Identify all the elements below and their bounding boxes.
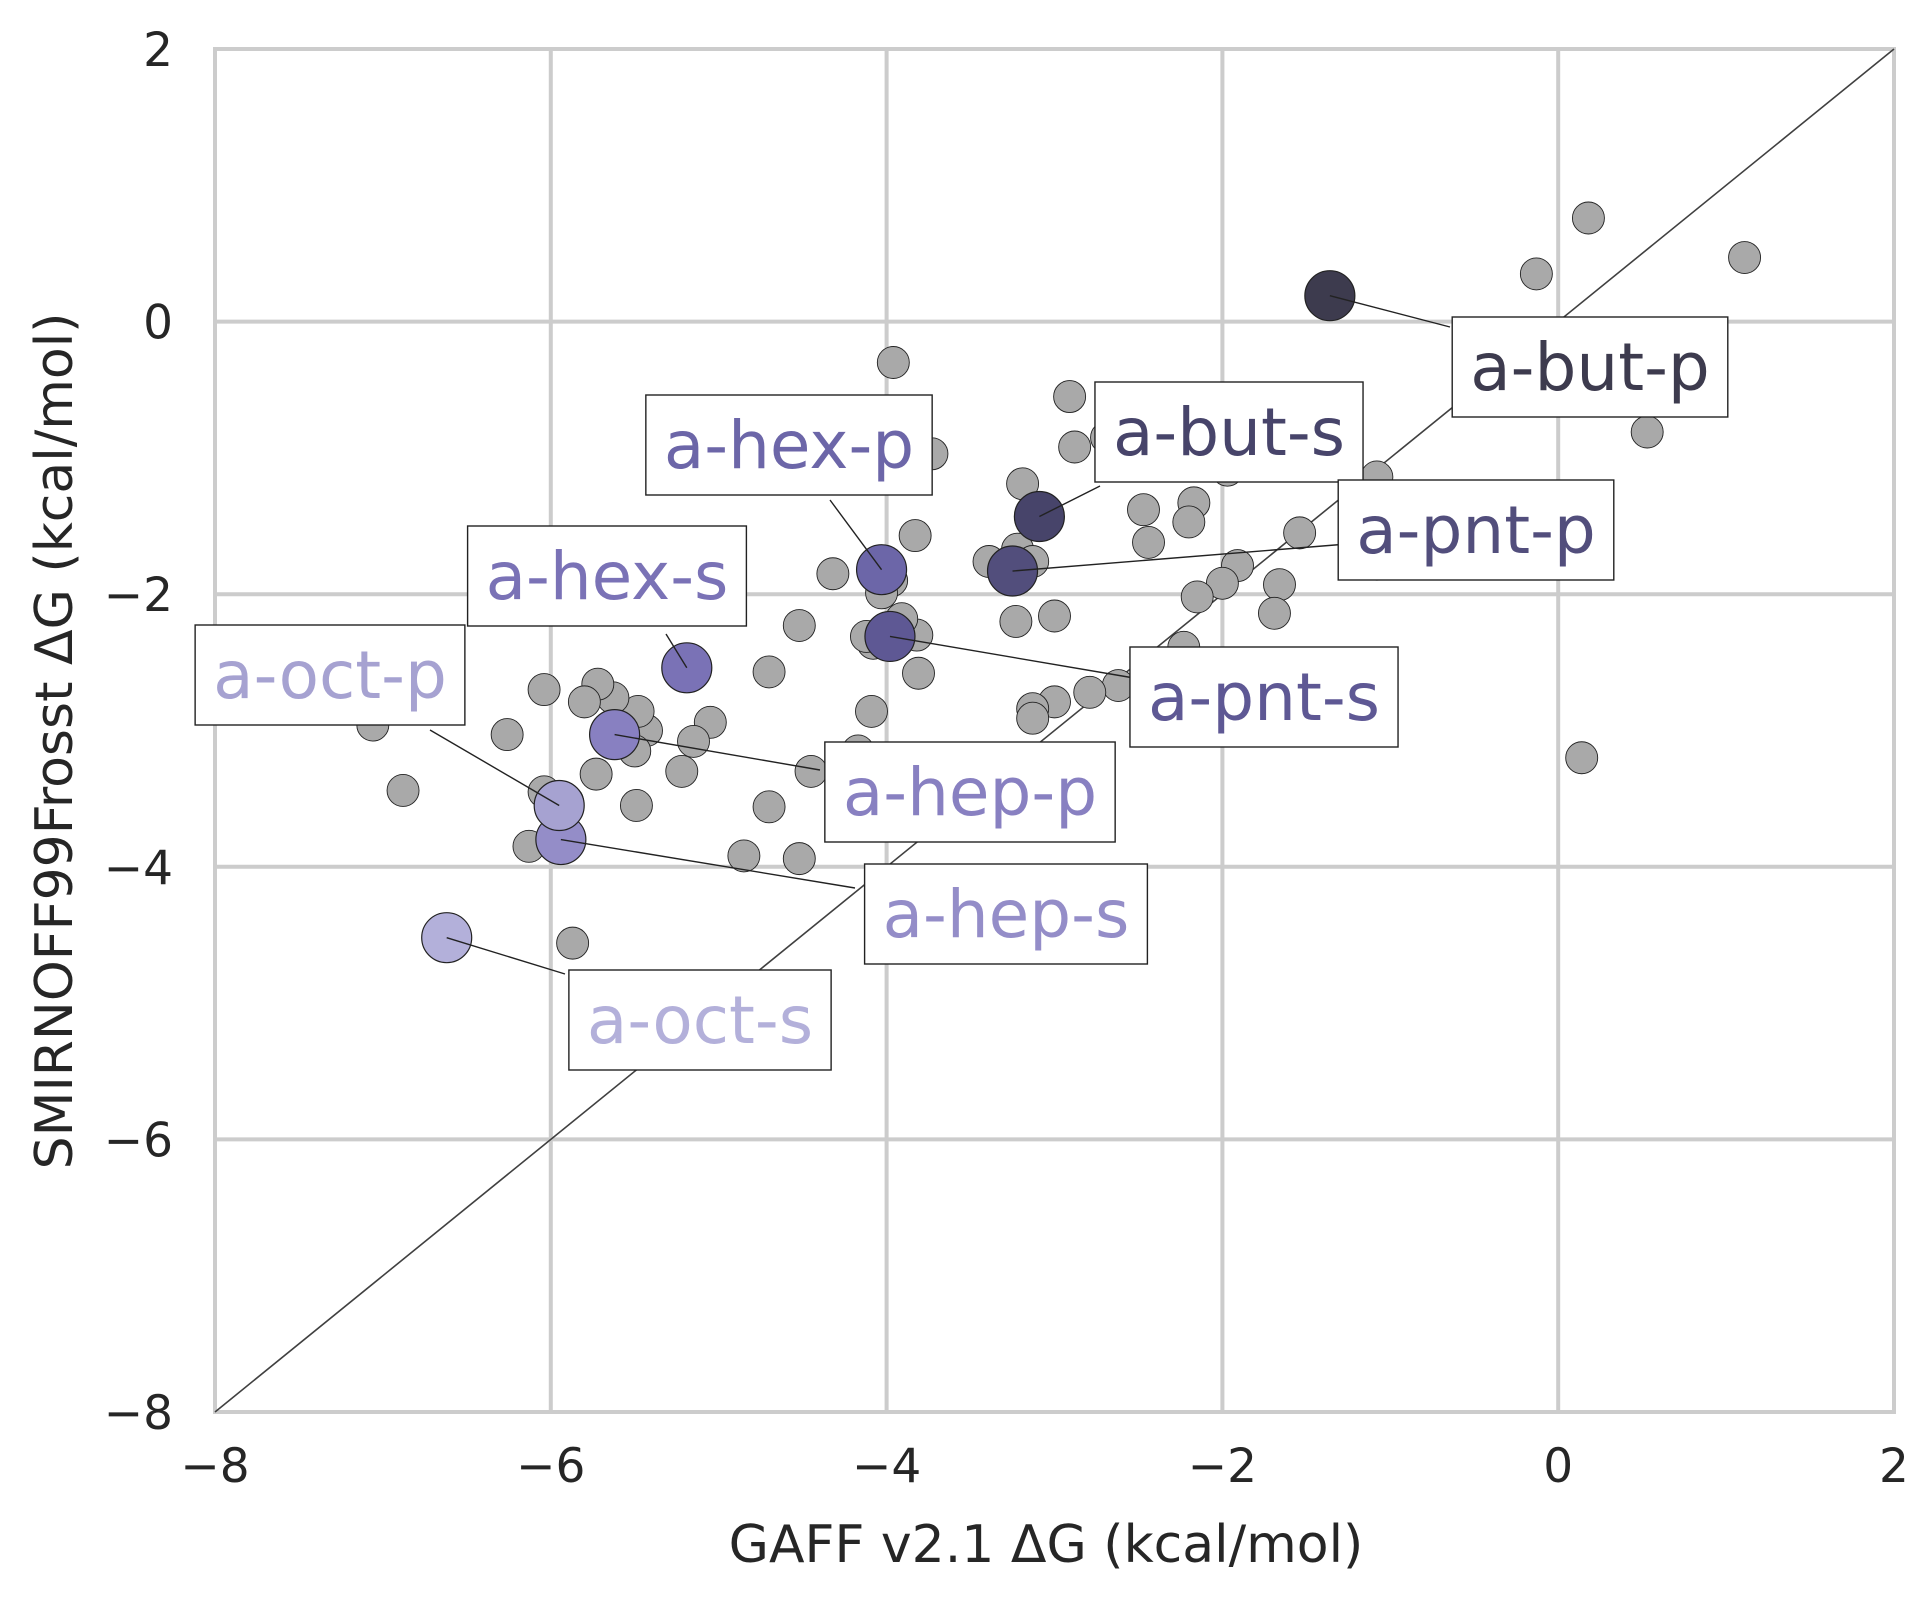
annotation-label: a-oct-p: [194, 624, 466, 726]
y-axis-label: SMIRNOFF99Frosst ΔG (kcal/mol): [25, 313, 85, 1170]
data-point: [999, 605, 1033, 638]
annotation-label: a-pnt-p: [1337, 479, 1615, 581]
annotation-box: [1451, 316, 1729, 418]
x-tick-label: −6: [516, 1439, 585, 1494]
data-point: [1519, 257, 1553, 291]
annotation-text: a-pnt-s: [1148, 659, 1380, 736]
data-point: [556, 926, 590, 960]
annotation-leader: [429, 729, 560, 807]
annotation-text: a-pnt-p: [1356, 492, 1596, 569]
data-point: [567, 685, 601, 719]
annotation-text: a-hex-s: [486, 538, 729, 615]
data-point: [794, 754, 828, 788]
annotation-leader: [614, 733, 821, 771]
annotation-label: a-pnt-s: [1129, 646, 1399, 748]
annotation-box: [824, 741, 1116, 843]
data-point: [782, 842, 816, 876]
data-point: [1016, 701, 1050, 735]
data-point: [677, 724, 710, 758]
data-point: [1172, 505, 1206, 539]
annotation-leader: [1039, 485, 1101, 518]
x-tick-label: 0: [1543, 1439, 1573, 1494]
annotation-label: a-but-p: [1451, 316, 1729, 418]
y-tick-label: −2: [104, 568, 173, 623]
annotation-text: a-but-s: [1113, 394, 1345, 471]
annotation-leader: [1012, 541, 1373, 572]
data-point: [1132, 525, 1165, 559]
annotation-text: a-hex-p: [664, 407, 914, 484]
data-point: [855, 694, 888, 728]
y-tick-label: 0: [143, 296, 173, 351]
data-point: [490, 718, 524, 752]
data-point: [1038, 599, 1071, 633]
annotation-label: a-but-s: [1094, 381, 1364, 483]
data-point: [619, 789, 653, 822]
annotation-label: a-hex-p: [645, 394, 933, 496]
data-point: [1073, 675, 1107, 709]
annotation-text: a-oct-p: [213, 637, 447, 714]
data-point: [1565, 741, 1599, 775]
y-tick-label: −4: [104, 841, 173, 896]
annotation-leader: [1329, 295, 1451, 328]
x-tick-label: −8: [180, 1439, 249, 1494]
data-point: [816, 557, 850, 591]
annotations: a-but-p a-but-sa-pnt-p a-pnt-s a-hex-p a-hex…: [194, 295, 1729, 1071]
data-point: [876, 346, 910, 379]
data-point: [665, 754, 699, 788]
annotation-text: a-hep-p: [843, 754, 1097, 831]
x-tick-label: 2: [1879, 1439, 1909, 1494]
annotation-box: [1129, 646, 1399, 748]
annotation-text: a-hep-s: [883, 876, 1130, 953]
plot-frame: [213, 47, 1896, 1414]
annotation-label: a-hep-p: [824, 741, 1116, 843]
y-tick-label: −8: [104, 1386, 173, 1441]
annotation-leader: [829, 499, 883, 571]
annotation-leader: [889, 635, 1135, 679]
annotation-leader: [446, 937, 566, 975]
data-point: [1058, 430, 1092, 464]
annotation-box: [863, 863, 1149, 965]
annotation-leader: [560, 838, 856, 889]
annotation-box: [466, 525, 748, 627]
data-point: [1127, 493, 1160, 527]
data-point: [1053, 380, 1087, 414]
y-tick-label: 2: [143, 23, 173, 78]
data-point: [902, 656, 935, 690]
x-axis-label: GAFF v2.1 ΔG (kcal/mol): [729, 1515, 1364, 1575]
y-tick-label: −6: [104, 1113, 173, 1168]
annotation-label: a-hep-s: [863, 863, 1149, 965]
data-point: [752, 655, 786, 689]
data-point: [782, 609, 816, 642]
annotation-label: a-hex-s: [466, 525, 748, 627]
data-point: [727, 839, 761, 873]
tick-labels: −8 −6 −4 −2 0 2 −8 −6 −4 −2 0 2: [104, 23, 1909, 1494]
data-points: [356, 201, 1762, 964]
annotation-label: a-oct-s: [568, 969, 832, 1071]
annotation-leader: [665, 633, 688, 669]
data-point: [1630, 415, 1664, 449]
data-point: [1263, 568, 1296, 602]
data-point: [386, 774, 420, 807]
data-point: [1728, 241, 1762, 274]
annotation-box: [568, 969, 832, 1071]
annotation-text: a-oct-s: [587, 982, 813, 1059]
annotation-text: a-but-p: [1470, 329, 1710, 406]
data-point: [1180, 580, 1214, 614]
data-point: [898, 519, 932, 553]
grid: [213, 47, 1896, 1414]
identity-line: [214, 48, 1895, 1413]
data-point: [1571, 201, 1605, 235]
x-tick-label: −2: [1188, 1439, 1257, 1494]
annotation-box: [1094, 381, 1364, 483]
data-point: [1283, 516, 1317, 550]
data-point: [527, 673, 561, 707]
x-tick-label: −4: [852, 1439, 921, 1494]
data-point: [752, 790, 786, 824]
data-point: [1257, 596, 1291, 630]
annotation-box: [1337, 479, 1615, 581]
annotation-box: [194, 624, 466, 726]
annotation-box: [645, 394, 933, 496]
data-point: [579, 757, 613, 791]
